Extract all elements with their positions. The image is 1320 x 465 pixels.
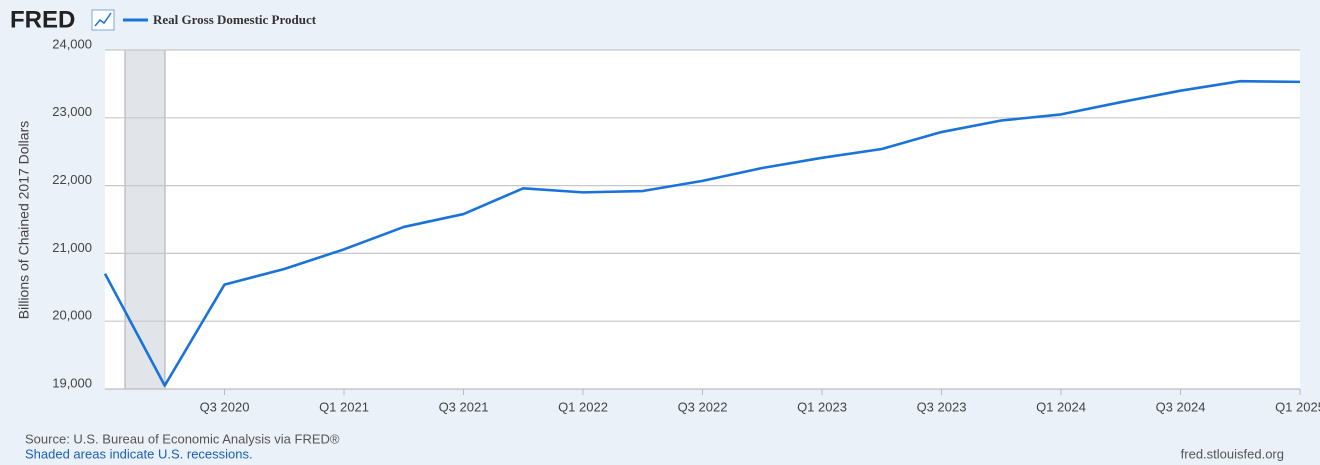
x-tick-label: Q3 2021 <box>439 399 489 414</box>
y-axis-label: Billions of Chained 2017 Dollars <box>16 121 32 319</box>
logo-icon <box>91 9 115 31</box>
x-tick-label: Q1 2022 <box>558 399 608 414</box>
y-tick-label: 19,000 <box>52 375 92 390</box>
x-tick-label: Q3 2020 <box>200 399 250 414</box>
x-tick-label: Q3 2022 <box>678 399 728 414</box>
y-tick-label: 22,000 <box>52 172 92 187</box>
logo: FRED <box>10 6 75 33</box>
x-tick-label: Q3 2023 <box>917 399 967 414</box>
site-url: fred.stlouisfed.org <box>1181 446 1284 461</box>
x-tick-label: Q3 2024 <box>1156 399 1206 414</box>
recession-note: Shaded areas indicate U.S. recessions. <box>25 446 253 461</box>
y-tick-label: 23,000 <box>52 104 92 119</box>
x-tick-label: Q1 2023 <box>797 399 847 414</box>
recession-shade <box>124 49 166 390</box>
y-tick-label: 24,000 <box>52 36 92 51</box>
x-tick-label: Q1 2021 <box>319 399 369 414</box>
data-line <box>103 79 1301 387</box>
legend: Real Gross Domestic Product <box>123 12 317 27</box>
plot-area <box>105 50 1300 389</box>
y-tick-label: 20,000 <box>52 308 92 323</box>
y-tick-label: 21,000 <box>52 240 92 255</box>
legend-label: Real Gross Domestic Product <box>153 12 317 27</box>
source: Source: U.S. Bureau of Economic Analysis… <box>25 431 340 446</box>
x-tick-label: Q1 2025 <box>1275 399 1320 414</box>
x-tick-label: Q1 2024 <box>1036 399 1086 414</box>
